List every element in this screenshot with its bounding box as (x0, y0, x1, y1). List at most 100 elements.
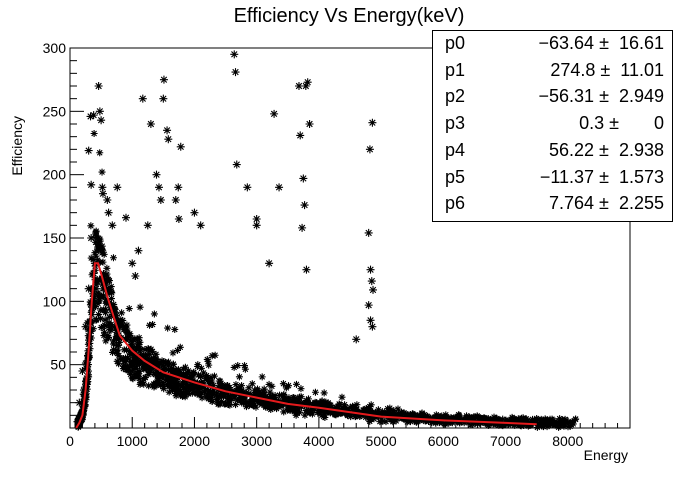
data-point (230, 363, 238, 371)
data-point (359, 406, 367, 414)
data-point (365, 145, 374, 154)
data-point (367, 277, 376, 286)
data-point (237, 387, 245, 395)
data-point (179, 372, 187, 380)
data-point (151, 370, 159, 378)
stats-param-name: p2 (445, 86, 466, 107)
data-point (105, 322, 113, 330)
data-point (92, 227, 100, 235)
data-point (265, 380, 273, 388)
data-point (373, 411, 381, 419)
data-point (99, 285, 107, 293)
data-point (134, 246, 143, 255)
x-tick-label: 5000 (366, 433, 397, 449)
data-point (366, 316, 375, 325)
data-point (176, 142, 185, 151)
data-point (149, 354, 157, 362)
data-point (97, 116, 106, 125)
data-point (286, 406, 294, 414)
data-point (438, 419, 446, 427)
data-point (174, 381, 182, 389)
axes-layer: 0 1000 2000 3000 4000 5000 6000 7000 8000 50 100 15… (43, 40, 619, 449)
data-point (186, 383, 194, 391)
data-point (365, 416, 373, 424)
data-point (174, 379, 182, 387)
y-tick-label: 250 (43, 103, 67, 119)
data-point (100, 332, 108, 340)
data-point (221, 400, 229, 408)
data-point (327, 404, 335, 412)
data-point (91, 249, 99, 257)
data-point (107, 295, 115, 303)
data-point (170, 378, 178, 386)
data-point (174, 183, 183, 192)
data-point (95, 311, 103, 319)
data-point (394, 405, 402, 413)
data-point (138, 94, 147, 103)
data-point (159, 375, 167, 383)
data-point (165, 361, 173, 369)
data-point (265, 404, 273, 412)
data-point (290, 408, 298, 416)
data-point (110, 346, 118, 354)
data-point (353, 401, 361, 409)
data-point (237, 393, 245, 401)
data-point (152, 170, 161, 179)
data-point (205, 380, 213, 388)
data-point (199, 383, 207, 391)
data-point (216, 382, 224, 390)
data-point (157, 381, 165, 389)
data-point (291, 394, 299, 402)
data-point (378, 410, 386, 418)
data-point (146, 321, 154, 329)
data-point (96, 149, 104, 157)
data-point (265, 259, 274, 268)
data-point (87, 254, 95, 262)
data-point (151, 380, 159, 388)
data-point (121, 323, 129, 331)
data-point (197, 389, 205, 397)
data-point (349, 402, 357, 410)
data-point (122, 346, 130, 354)
data-point (220, 393, 228, 401)
data-point (113, 183, 122, 192)
data-point (297, 393, 305, 401)
data-point (253, 387, 261, 395)
data-point (326, 401, 334, 409)
data-point (194, 363, 202, 371)
data-point (139, 378, 147, 386)
data-point (509, 414, 517, 422)
data-point (87, 180, 96, 189)
data-point (75, 398, 84, 407)
data-point (118, 309, 126, 317)
data-point (168, 364, 176, 372)
data-point (148, 364, 156, 372)
data-point (96, 237, 104, 245)
data-point (84, 146, 93, 155)
data-point (135, 357, 143, 365)
stats-param-value: 0.3 ± 0 (579, 113, 664, 134)
points-layer (73, 50, 378, 426)
data-point (107, 283, 115, 291)
data-point (206, 387, 214, 395)
data-point (310, 401, 318, 409)
data-point (127, 348, 135, 356)
data-point (293, 409, 301, 417)
data-point (81, 359, 89, 367)
data-point (107, 288, 115, 296)
data-point (369, 285, 378, 294)
data-point (92, 230, 100, 238)
data-point (102, 295, 110, 303)
x-tick-label: 6000 (428, 433, 459, 449)
data-point (136, 303, 144, 311)
data-point (258, 373, 266, 381)
data-point (366, 265, 375, 274)
data-point (468, 420, 476, 428)
data-point (203, 385, 211, 393)
data-point (209, 391, 217, 399)
data-point (183, 384, 191, 392)
y-tick-label: 100 (43, 293, 67, 309)
data-point (101, 321, 109, 329)
data-point (271, 392, 279, 400)
data-point (94, 289, 102, 297)
